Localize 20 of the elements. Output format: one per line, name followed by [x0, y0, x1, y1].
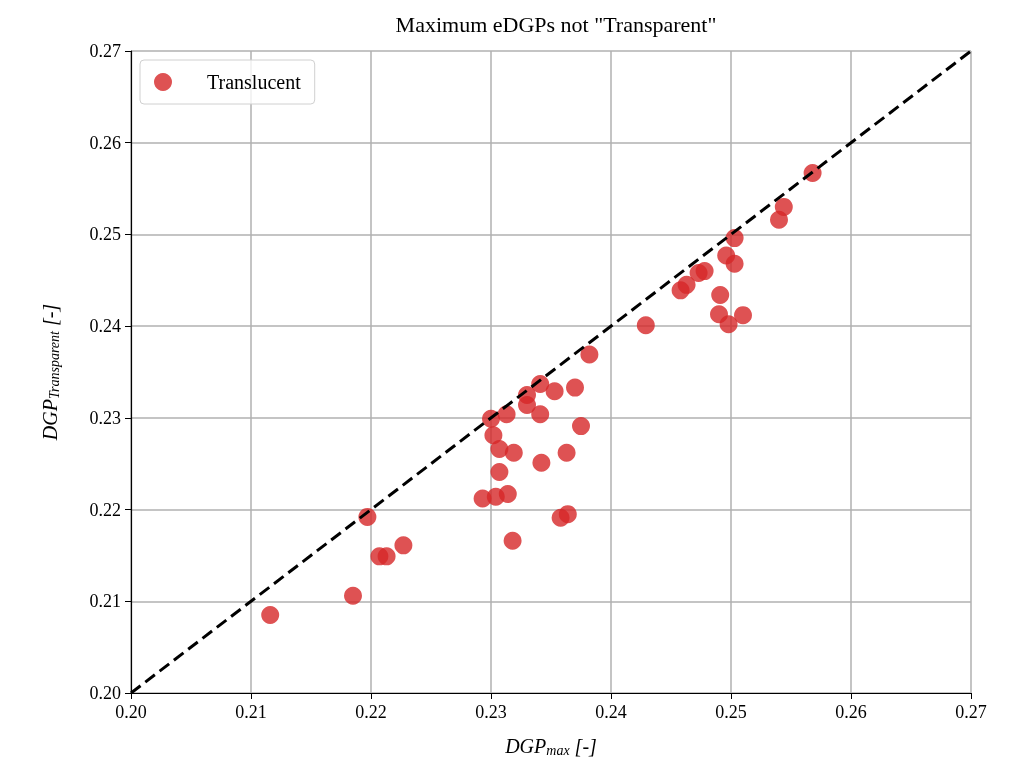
x-tick-label: 0.22: [355, 702, 387, 722]
x-tick-label: 0.26: [835, 702, 867, 722]
x-tick-label: 0.23: [475, 702, 507, 722]
x-tick-label: 0.24: [595, 702, 627, 722]
chart-title: Maximum eDGPs not "Transparent": [395, 11, 717, 37]
legend-label: Translucent: [207, 71, 302, 93]
x-tick-label: 0.21: [235, 702, 267, 722]
y-tick-label: 0.26: [89, 132, 121, 153]
y-tick-label: 0.25: [89, 224, 121, 245]
y-tick-label: 0.20: [89, 683, 121, 703]
y-tick-label: 0.24: [89, 316, 121, 337]
y-tick-label: 0.22: [89, 499, 121, 520]
x-axis-title: DGPmax [-]: [504, 735, 597, 758]
x-tick-label: 0.25: [715, 702, 747, 722]
x-tick-label: 0.27: [955, 702, 987, 722]
x-tick-label: 0.20: [115, 702, 147, 722]
y-axis-title: DGPTransparent [-]: [39, 303, 62, 442]
y-tick-label: 0.27: [89, 41, 121, 61]
y-tick-label: 0.21: [89, 591, 121, 612]
y-tick-label: 0.23: [89, 407, 121, 428]
